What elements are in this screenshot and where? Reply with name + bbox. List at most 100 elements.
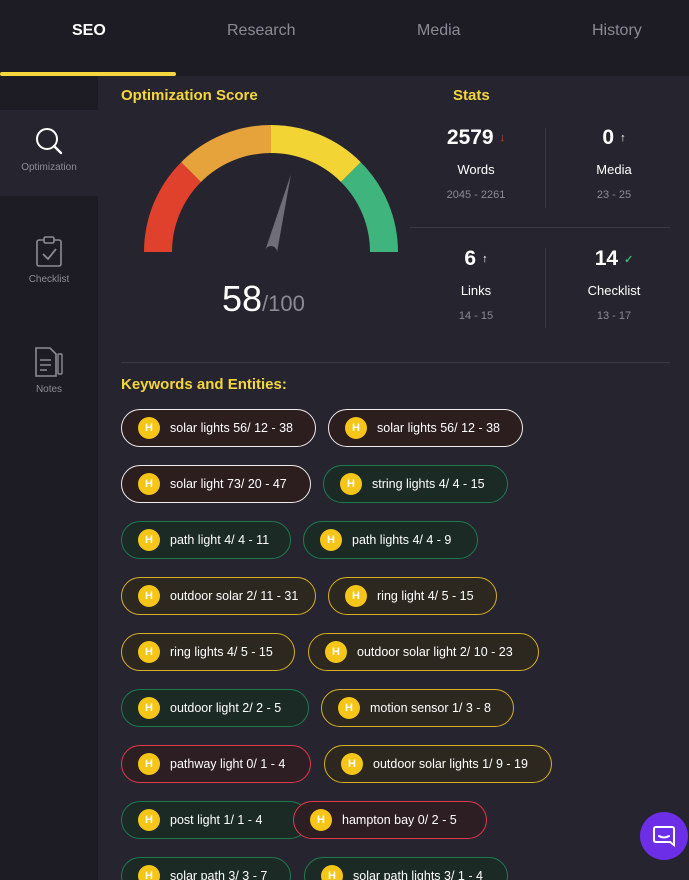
heading-badge: H (325, 641, 347, 663)
gauge-needle (265, 174, 291, 254)
heading-badge: H (138, 585, 160, 607)
heading-badge: H (138, 529, 160, 551)
sidebar-lower (0, 196, 98, 880)
stat-value: 14 ✓ (594, 247, 634, 270)
keyword-label: motion sensor 1/ 3 - 8 (370, 701, 491, 715)
stats-divider (410, 227, 670, 228)
stat-range: 2045 - 2261 (446, 189, 506, 201)
keyword-label: post light 1/ 1 - 4 (170, 813, 263, 827)
tab-research[interactable]: Research (227, 22, 296, 39)
sidebar-top-cap (0, 76, 98, 110)
stat-value: 0 ↑ (602, 126, 626, 149)
heading-badge: H (138, 865, 160, 880)
keyword-label: ring lights 4/ 5 - 15 (170, 645, 273, 659)
stat-checklist: 14 ✓ Checklist 13 - 17 (544, 247, 684, 322)
heading-badge: H (320, 529, 342, 551)
tab-history[interactable]: History (592, 22, 642, 39)
keyword-label: string lights 4/ 4 - 15 (372, 477, 485, 491)
keyword-label: path lights 4/ 4 - 9 (352, 533, 452, 547)
keywords-title: Keywords and Entities: (121, 376, 287, 393)
stats-title: Stats (453, 87, 490, 104)
stat-words: 2579 ↓ Words 2045 - 2261 (406, 126, 546, 201)
stat-range: 14 - 15 (458, 310, 494, 322)
heading-badge: H (321, 865, 343, 880)
gauge-segment (270, 125, 361, 183)
sidebar-item-notes[interactable]: Notes (0, 346, 98, 395)
keyword-label: hampton bay 0/ 2 - 5 (342, 813, 457, 827)
keyword-label: solar lights 56/ 12 - 38 (377, 421, 500, 435)
heading-badge: H (138, 809, 160, 831)
sidebar-item-label: Notes (35, 384, 63, 395)
keyword-label: solar path lights 3/ 1 - 4 (353, 869, 483, 880)
keyword-label: solar light 73/ 20 - 47 (170, 477, 287, 491)
optimization-score: 58/100 (222, 278, 305, 320)
chat-icon (653, 826, 675, 847)
sidebar-item-optimization[interactable]: Optimization (0, 126, 98, 173)
heading-badge: H (138, 697, 160, 719)
gauge-segment (340, 162, 398, 253)
heading-badge: H (138, 417, 160, 439)
keyword-label: ring light 4/ 5 - 15 (377, 589, 474, 603)
arrow-up-icon: ↑ (482, 253, 488, 266)
sidebar-active-bg (0, 110, 98, 196)
gauge-segment (144, 162, 202, 253)
optimization-score-title: Optimization Score (121, 87, 258, 104)
tab-seo[interactable]: SEO (72, 22, 106, 39)
chat-button[interactable] (640, 812, 688, 860)
stat-range: 23 - 25 (596, 189, 632, 201)
heading-badge: H (345, 585, 367, 607)
stat-value: 6 ↑ (464, 247, 488, 270)
stat-label: Words (457, 162, 495, 177)
sidebar-item-checklist[interactable]: Checklist (0, 236, 98, 285)
notes-icon (35, 347, 63, 377)
clipboard-check-icon (36, 236, 62, 267)
keyword-label: path light 4/ 4 - 11 (170, 533, 270, 547)
check-icon: ✓ (624, 253, 634, 266)
keyword-label: outdoor solar 2/ 11 - 31 (170, 589, 299, 603)
keyword-label: solar lights 56/ 12 - 38 (170, 421, 293, 435)
gauge-segment (181, 125, 272, 183)
stats-divider (545, 248, 546, 328)
arrow-up-icon: ↑ (620, 132, 626, 145)
score-gauge (144, 125, 398, 254)
stat-range: 13 - 17 (596, 310, 632, 322)
stats-divider (545, 128, 546, 208)
score-max: /100 (262, 291, 305, 316)
stat-label: Checklist (587, 283, 641, 298)
stat-media: 0 ↑ Media 23 - 25 (544, 126, 684, 201)
keyword-label: solar path 3/ 3 - 7 (170, 869, 268, 880)
sidebar-item-label: Checklist (28, 274, 70, 285)
section-divider (121, 362, 670, 363)
arrow-down-icon: ↓ (499, 132, 506, 145)
heading-badge: H (341, 753, 363, 775)
tab-media[interactable]: Media (417, 22, 461, 39)
top-tab-bar: SEO Research Media History (0, 0, 689, 76)
stat-links: 6 ↑ Links 14 - 15 (406, 247, 546, 322)
active-tab-indicator (0, 72, 176, 76)
stat-label: Media (596, 162, 632, 177)
search-icon (36, 128, 63, 155)
keyword-label: outdoor solar light 2/ 10 - 23 (357, 645, 513, 659)
score-value: 58 (222, 278, 263, 319)
heading-badge: H (138, 753, 160, 775)
keyword-label: outdoor light 2/ 2 - 5 (170, 701, 282, 715)
heading-badge: H (138, 473, 160, 495)
